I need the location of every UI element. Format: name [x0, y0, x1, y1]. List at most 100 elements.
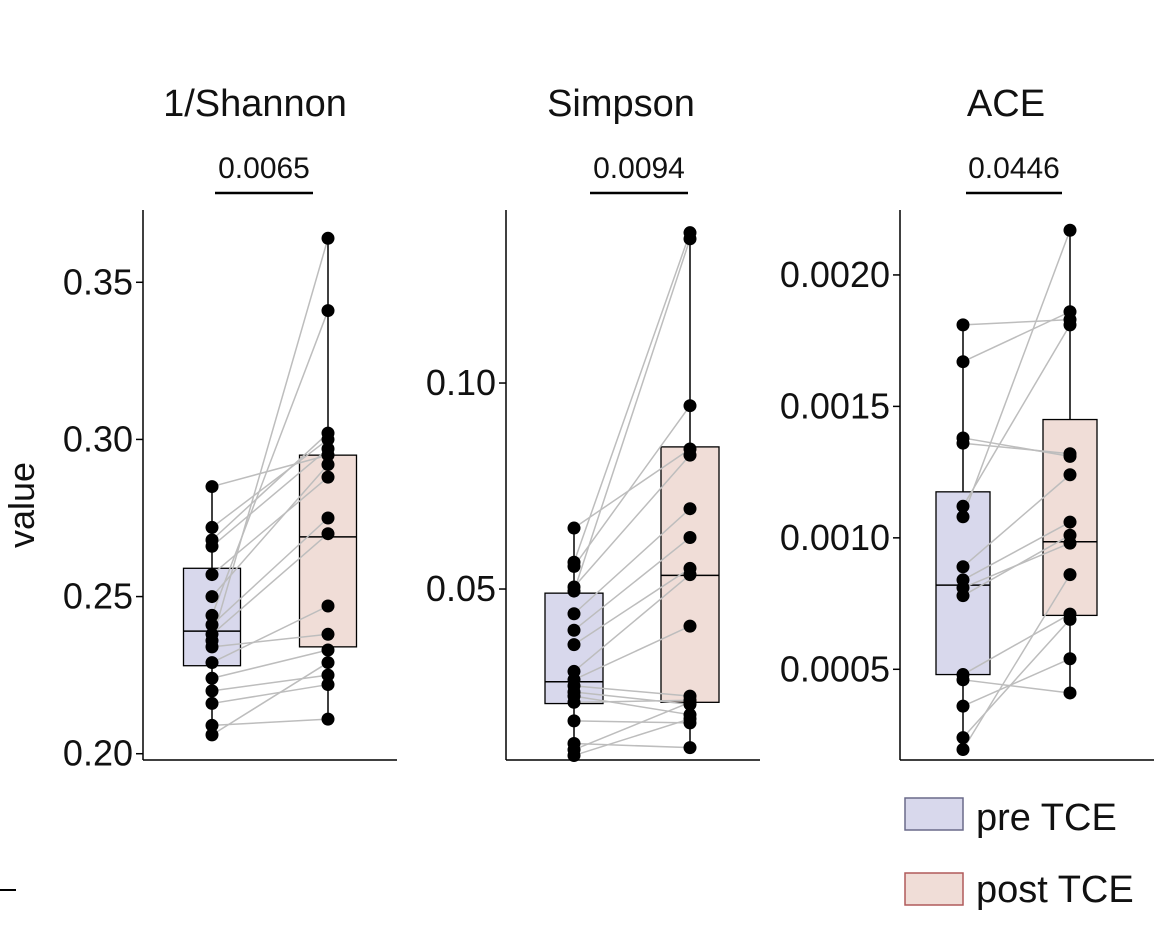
pair-line [211, 448, 329, 547]
post-point [1063, 515, 1077, 529]
pair-line [573, 695, 691, 716]
pre-point [567, 714, 581, 728]
pre-point [956, 742, 970, 756]
pre-point [567, 607, 581, 621]
pair-line [573, 567, 691, 646]
pair-line [573, 405, 691, 567]
y-tick-label: 0.0005 [780, 648, 890, 689]
pair-line [573, 625, 691, 681]
post-point [321, 668, 335, 682]
pair-line [573, 508, 691, 615]
pair-line [211, 432, 329, 541]
y-tick-label: 0.0010 [780, 517, 890, 558]
pair-line [573, 232, 691, 563]
post-point [1063, 568, 1077, 582]
pair-line [211, 605, 329, 664]
pre-point [956, 699, 970, 713]
pair-line [211, 310, 329, 616]
pre-point [567, 559, 581, 573]
pre-point [567, 584, 581, 598]
pair-line [211, 661, 329, 736]
post-point [683, 448, 697, 462]
pair-line [211, 633, 329, 648]
post-point [1063, 612, 1077, 626]
pair-line [962, 679, 1071, 694]
pair-line [962, 521, 1071, 581]
post-point [321, 511, 335, 525]
pre-point [567, 623, 581, 637]
post-point [321, 426, 335, 440]
post-point [1063, 447, 1077, 461]
p-value-label: 0.0065 [218, 152, 310, 185]
pre-point [205, 590, 219, 604]
pre-point [205, 539, 219, 553]
legend-label-pre: pre TCE [976, 797, 1117, 839]
legend-swatch-pre [904, 797, 964, 831]
post-point [1063, 528, 1077, 542]
pair-line [211, 683, 329, 705]
post-point [321, 442, 335, 456]
y-tick-label: 0.20 [63, 733, 133, 774]
pair-line [211, 238, 329, 641]
pair-line [962, 318, 1071, 326]
post-point [1063, 468, 1077, 482]
post-point [321, 712, 335, 726]
panel-1-shannon: 1/Shannon 0.0065 0.20 0.25 0.30 0.35 [63, 83, 397, 774]
pre-point [567, 521, 581, 535]
pair-line [573, 448, 691, 529]
pair-line [962, 311, 1071, 363]
post-point [321, 643, 335, 657]
legend: pre TCE post TCE [904, 797, 1134, 911]
post-point [683, 712, 697, 726]
pair-line [211, 476, 329, 576]
pair-line [573, 574, 691, 672]
pair-line [962, 618, 1071, 739]
pair-line [211, 517, 329, 626]
pair-line [573, 699, 691, 704]
pair-line [962, 613, 1071, 676]
panel-title: 1/Shannon [163, 83, 347, 125]
legend-label-post: post TCE [976, 869, 1134, 911]
post-point [321, 470, 335, 484]
post-point [683, 232, 697, 246]
post-point [321, 304, 335, 318]
pre-point [567, 748, 581, 762]
pre-point [205, 728, 219, 742]
pair-line [573, 454, 691, 588]
panel-2-simpson: Simpson 0.0094 0.05 0.10 [426, 83, 760, 762]
post-point [321, 231, 335, 245]
y-tick-label: 0.25 [63, 576, 133, 617]
post-point [683, 568, 697, 582]
y-tick-label: 0.10 [426, 362, 496, 403]
p-value-label: 0.0446 [968, 152, 1060, 185]
pair-line [573, 536, 691, 631]
panel-title: ACE [967, 83, 1045, 125]
pre-point [205, 608, 219, 622]
pair-line [211, 718, 329, 727]
pre-point [205, 640, 219, 654]
pair-line [573, 238, 691, 592]
pair-line [573, 720, 691, 724]
pair-line [573, 685, 691, 697]
post-point [321, 599, 335, 613]
pre-point [956, 436, 970, 450]
post-point [1063, 686, 1077, 700]
y-tick-label: 0.05 [426, 568, 496, 609]
pre-point [205, 618, 219, 632]
pre-point [956, 731, 970, 745]
pair-line [211, 533, 329, 635]
post-point [683, 502, 697, 516]
pre-point [205, 718, 219, 732]
post-point [321, 527, 335, 541]
pair-line [573, 701, 691, 751]
post-point [683, 741, 697, 755]
post-point [1063, 223, 1077, 237]
post-point [321, 458, 335, 472]
post-point [1063, 318, 1077, 332]
post-point [321, 627, 335, 641]
pre-point [205, 684, 219, 698]
pair-line [211, 649, 329, 680]
pair-line [211, 454, 329, 488]
pair-line [573, 718, 691, 757]
